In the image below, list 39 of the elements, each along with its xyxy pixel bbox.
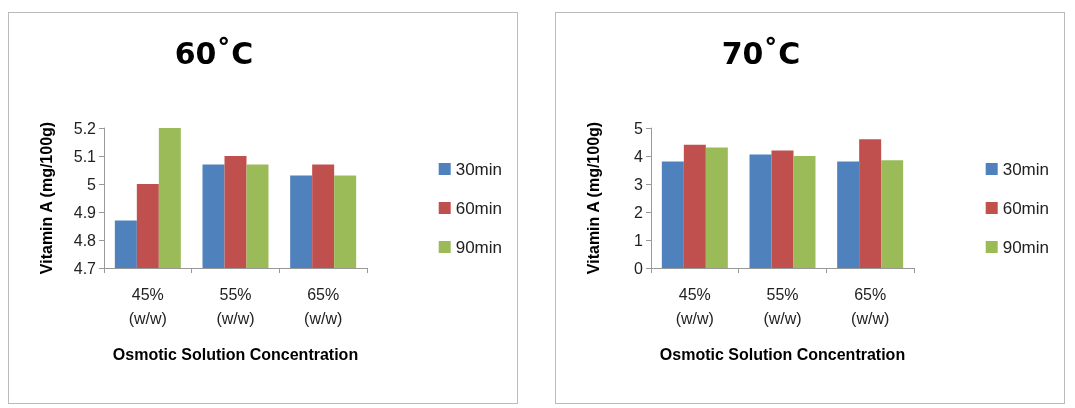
x-tick-label: 55% (w/w) xyxy=(216,285,255,327)
bar xyxy=(859,139,882,268)
y-tick-label: 4.8 xyxy=(73,231,97,249)
bar xyxy=(705,147,728,268)
x-axis-title: Osmotic Solution Concentration xyxy=(659,345,906,363)
x-tick-label: 45% (w/w) xyxy=(675,285,714,327)
x-tick-label: 65% (w/w) xyxy=(851,285,890,327)
y-tick-label: 3 xyxy=(634,175,644,193)
bar xyxy=(661,161,684,268)
legend-label: 60min xyxy=(1002,198,1050,218)
chart-title: 60˚C xyxy=(174,35,254,71)
legend-label: 30min xyxy=(455,159,503,179)
y-tick-label: 4 xyxy=(634,147,644,165)
legend-label: 90min xyxy=(455,237,503,257)
x-tick-label: 45% (w/w) xyxy=(128,285,167,327)
y-tick-label: 5.1 xyxy=(73,147,97,165)
bar xyxy=(749,154,772,268)
y-axis-title: Vitamin A (mg/100g) xyxy=(584,121,602,275)
chart-title: 70˚C xyxy=(721,35,801,71)
y-tick-label: 2 xyxy=(634,203,644,221)
x-axis-title: Osmotic Solution Concentration xyxy=(112,345,359,363)
y-tick-label: 4.7 xyxy=(73,259,97,277)
y-tick-label: 4.9 xyxy=(73,203,97,221)
y-tick-label: 5 xyxy=(634,119,644,137)
y-tick-label: 5 xyxy=(87,175,97,193)
bar xyxy=(837,161,860,268)
bar xyxy=(771,150,794,268)
legend-label: 90min xyxy=(1002,237,1050,257)
x-tick-label: 65% (w/w) xyxy=(304,285,343,327)
bar xyxy=(881,160,904,268)
y-axis-title: Vitamin A (mg/100g) xyxy=(37,121,55,275)
bar xyxy=(793,156,816,268)
bar xyxy=(683,144,706,268)
legend-label: 30min xyxy=(1002,159,1050,179)
y-tick-label: 0 xyxy=(634,259,644,277)
x-tick-label: 55% (w/w) xyxy=(763,285,802,327)
y-tick-label: 5.2 xyxy=(73,119,97,137)
legend-label: 60min xyxy=(455,198,503,218)
y-tick-label: 1 xyxy=(634,231,644,249)
